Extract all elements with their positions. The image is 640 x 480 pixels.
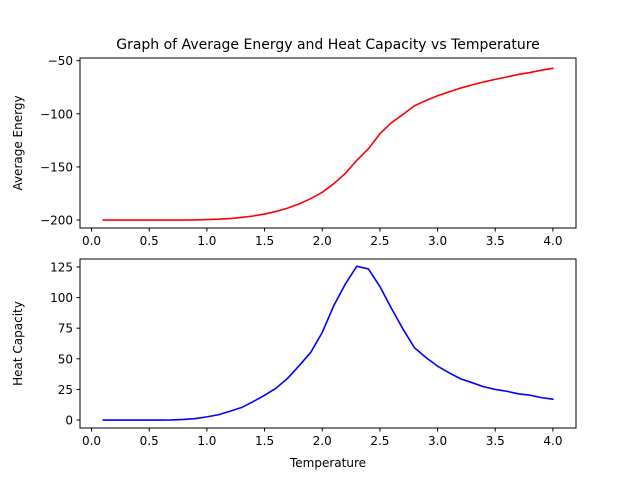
energy-x-tick-label: 2.0 [313,234,332,248]
energy-plot-frame [79,57,577,229]
heat-capacity-y-axis-label: Heat Capacity [11,301,25,386]
energy-y-tick-label: −50 [48,54,73,68]
heat-capacity-y-tick-label: 0 [65,414,73,428]
energy-x-tick-label: 3.5 [486,234,505,248]
heat-capacity-y-tick-label: 25 [58,383,73,397]
energy-y-tick-label: −200 [40,214,73,228]
heat-capacity-x-tick-label: 2.0 [313,434,332,448]
heat-capacity-x-tick-label: 1.0 [197,434,216,448]
energy-x-tick-label: 3.0 [428,234,447,248]
energy-y-axis-label: Average Energy [11,95,25,190]
heat-capacity-x-tick-label: 0.5 [140,434,159,448]
heat-capacity-x-tick-label: 1.5 [255,434,274,448]
heat-capacity-x-tick-label: 3.0 [428,434,447,448]
heat-capacity-x-tick-label: 4.0 [543,434,562,448]
heat-capacity-y-tick-label: 50 [58,352,73,366]
chart-title: Graph of Average Energy and Heat Capacit… [116,37,540,53]
energy-x-tick-label: 1.5 [255,234,274,248]
energy-x-tick-label: 0.5 [140,234,159,248]
heat-capacity-y-tick-label: 125 [50,260,73,274]
energy-x-tick-label: 2.5 [370,234,389,248]
heat-capacity-x-axis-label: Temperature [289,456,366,470]
heat-capacity-plot-frame [79,258,577,429]
heat-capacity-plot: 0.0 0.5 1.0 1.5 2.0 2.5 3.0 3.5 4.0 0 25 50 75 100 125… [11,258,577,470]
heat-capacity-x-tick-label: 0.0 [82,434,101,448]
energy-x-tick-label: 1.0 [197,234,216,248]
energy-x-tick-label: 4.0 [543,234,562,248]
heat-capacity-x-tick-label: 3.5 [486,434,505,448]
heat-capacity-y-tick-label: 75 [58,322,73,336]
energy-series-line [102,67,554,221]
energy-x-tick-label: 0.0 [82,234,101,248]
energy-y-tick-label: −150 [40,160,73,174]
heat-capacity-x-tick-label: 2.5 [370,434,389,448]
energy-y-tick-label: −100 [40,107,73,121]
heat-capacity-y-tick-label: 100 [50,291,73,305]
heat-capacity-series-line [102,265,554,421]
average-energy-plot: 0.0 0.5 1.0 1.5 2.0 2.5 3.0 3.5 4.0 −200 −150 −100 −… [11,54,577,248]
